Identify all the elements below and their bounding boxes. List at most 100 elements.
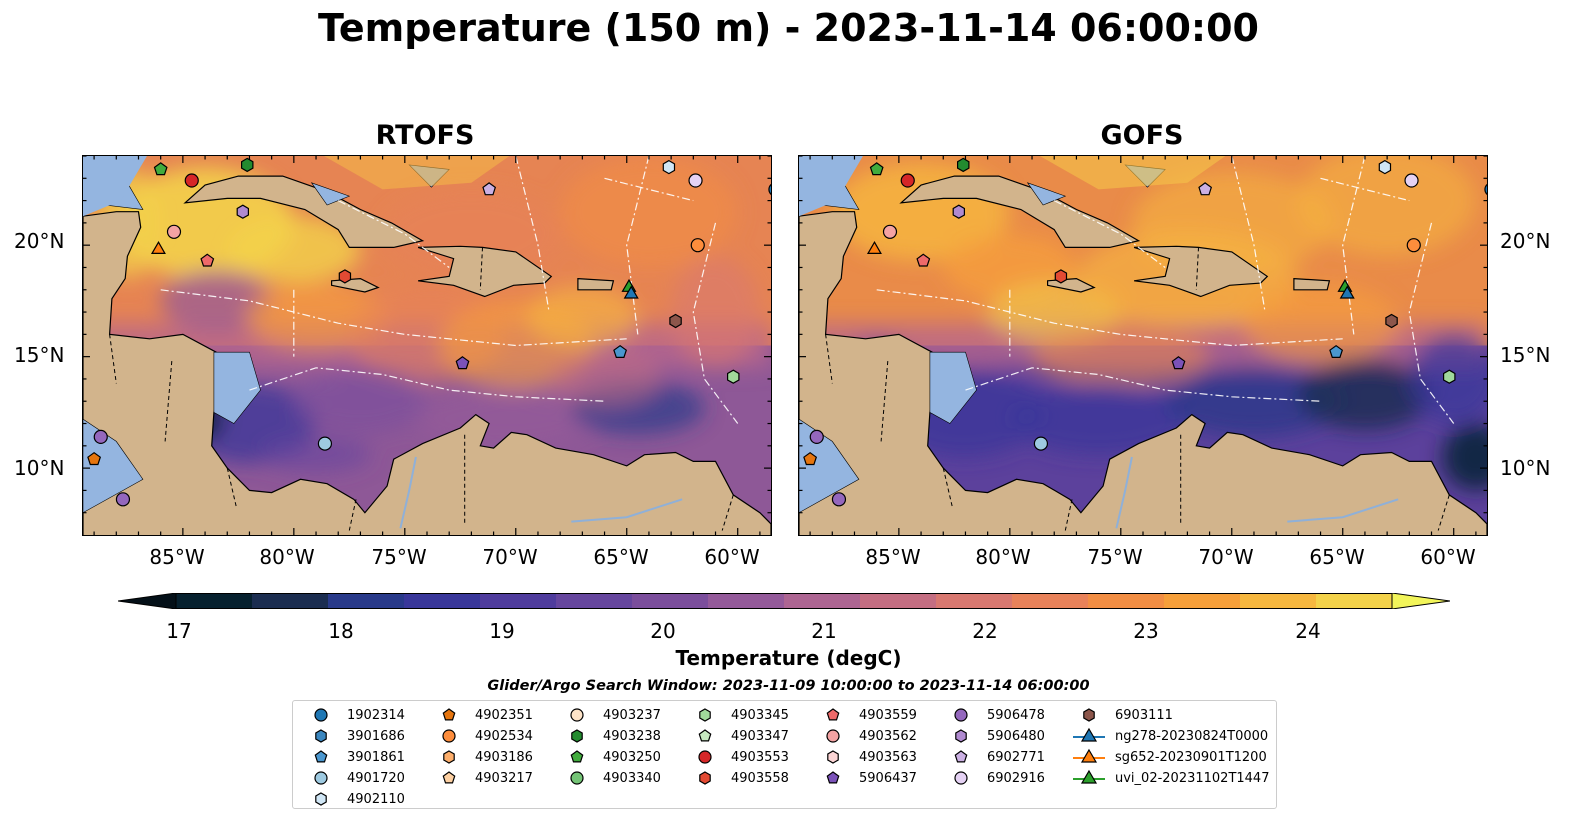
legend-item: 4903347 [687,727,789,745]
legend-marker-icon [954,708,968,722]
marker-5906480 [236,204,249,219]
legend-marker [570,750,584,763]
legend-item: 3901861 [303,748,405,766]
marker-4903562 [882,224,898,239]
legend-marker [954,771,968,785]
marker-4903345 [726,369,740,384]
marker-6902916 [688,173,703,188]
legend-label: 5906478 [987,707,1045,723]
marker-4903562 [166,224,182,239]
legend-marker-icon [314,750,328,763]
legend-label: 6902916 [987,770,1045,786]
legend-label: 4903237 [603,707,661,723]
legend-item: 4902110 [303,790,405,808]
legend-label: 6902771 [987,749,1045,765]
legend-marker-icon [571,729,583,743]
lon-label-75w: 75°W [1087,545,1143,569]
marker-6903111 [1385,313,1398,329]
legend-item: 4902534 [431,727,533,745]
legend-marker-icon [570,708,584,722]
legend-marker [314,750,328,763]
legend-marker-icon [442,729,456,743]
rtofs-map[interactable] [82,155,772,536]
colorbar-tick-20: 20 [650,619,676,643]
lat-label-20n-left: 20°N [14,229,65,253]
figure-title: Temperature (150 m) - 2023-11-14 06:00:0… [317,6,1259,50]
colorbar-tick-24: 24 [1295,619,1321,643]
marker-6903111 [669,313,682,329]
legend-marker [570,708,584,722]
marker-4901720 [317,436,333,451]
legend-marker-icon [315,729,327,743]
legend-label: 4903553 [731,749,789,765]
legend-label: 4903559 [859,707,917,723]
legend-label: 6903111 [1115,707,1173,723]
legend-item: ng278-20230824T0000 [1071,727,1268,745]
legend-label: 4903217 [475,770,533,786]
legend-item: 4901720 [303,769,405,787]
legend-item: 4903250 [559,748,661,766]
legend-item: 4903340 [559,769,661,787]
legend-item: 4903562 [815,727,917,745]
legend-label: 4903563 [859,749,917,765]
colorbar-tick-18: 18 [328,619,354,643]
legend-item: 4903558 [687,769,789,787]
legend-label: 4903345 [731,707,789,723]
legend-label: 5906480 [987,728,1045,744]
marker-5906480 [952,204,965,219]
legend-label: 4903238 [603,728,661,744]
marker-4902351 [87,451,102,466]
marker-6902916 [1404,173,1419,188]
legend-marker-icon [570,771,584,785]
lon-label-80w-rtofs: 80°W [259,545,315,569]
legend-marker [571,729,583,743]
marker-6902771 [482,182,497,196]
legend-marker-icon [1073,748,1105,763]
legend-label: ng278-20230824T0000 [1115,728,1269,744]
lat-label-15n-right: 15°N [1500,343,1551,367]
legend-marker-icon [442,771,456,784]
gofs-map[interactable] [798,155,1488,536]
legend-item: 4902351 [431,706,533,724]
legend-marker-icon [443,750,455,764]
legend-marker [442,708,456,721]
legend-marker-icon [826,729,840,743]
legend-label: 4903562 [859,728,917,744]
legend-label: 4903340 [603,770,661,786]
marker-sg652-20230901T1200 [866,240,882,255]
legend-item: 5906478 [943,706,1045,724]
legend-item: 6903111 [1071,706,1173,724]
marker-5906478 [93,429,108,445]
legend-marker-icon [954,771,968,785]
marker-4903250 [153,162,168,176]
lat-label-15n-left: 15°N [14,343,65,367]
legend-marker-icon [1073,769,1105,784]
marker-6902771 [1198,182,1213,196]
legend-label: 4902534 [475,728,533,744]
marker-5906478 [115,492,131,507]
marker-4903559 [200,253,215,267]
lon-label-85w-rtofs: 85°W [149,545,205,569]
legend-label: 3901686 [347,728,405,744]
legend-marker-icon [827,750,839,764]
legend-marker [315,729,327,743]
legend-item: 1902314 [303,706,405,724]
marker-4902110 [1378,159,1392,175]
legend-marker [698,750,712,764]
legend-label: 4901720 [347,770,405,786]
legend-marker [826,729,840,743]
colorbar-tick-19: 19 [489,619,515,643]
colorbar-tick-21: 21 [811,619,837,643]
rtofs-panel-title: RTOFS [375,120,475,151]
search-window-caption: Glider/Argo Search Window: 2023-11-09 10… [487,678,1090,694]
legend-marker-icon [826,708,840,721]
lon-label-70w-rtofs: 70°W [482,545,538,569]
marker-4903558 [338,269,352,284]
marker-1902314 [1484,183,1487,195]
marker-3901861 [1329,344,1344,358]
legend-item: 4903553 [687,748,789,766]
marker-5906437 [1171,356,1186,370]
marker-4902110 [662,159,676,175]
legend-item: 4903237 [559,706,661,724]
legend: 1902314 3901686 3901861 4901720 4902110 49023… [292,700,1277,809]
